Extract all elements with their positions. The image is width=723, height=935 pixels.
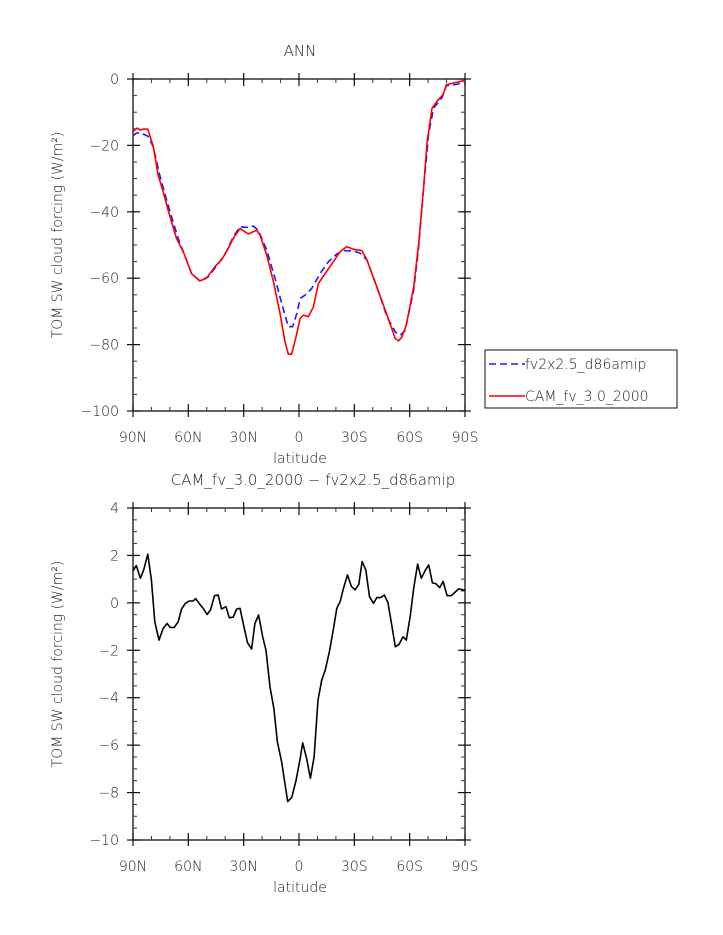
x-tick-label: 60N [174,859,202,875]
x-axis-label: latitude [273,880,327,896]
x-tick-label: 90S [452,430,479,446]
y-tick-label: −2 [98,643,119,659]
legend-label: CAM_fv_3.0_2000 [525,389,649,405]
x-tick-label: 60S [396,859,423,875]
series-line-2-1 [132,553,466,803]
x-tick-label: 30S [341,430,368,446]
legend-box [484,349,678,409]
y-tick-label: −20 [89,138,119,154]
plot-frame [132,507,466,841]
legend-label: fv2x2.5_d86amip [525,357,646,373]
x-tick-label: 30S [341,859,368,875]
y-axis-label: TOM SW cloud forcing (W/m²) [50,561,66,768]
y-tick-label: 0 [110,596,119,612]
y-tick-label: −40 [89,205,119,221]
x-tick-label: 90N [119,859,147,875]
y-tick-label: −4 [98,691,119,707]
chart-title: CAM_fv_3.0_2000 − fv2x2.5_d86amip [171,471,456,489]
y-tick-label: 0 [110,72,119,88]
y-tick-label: −80 [89,338,119,354]
x-tick-label: 30N [230,859,258,875]
y-tick-label: −60 [89,271,119,287]
chart-title: ANN [284,42,317,60]
x-tick-label: 0 [295,859,304,875]
x-tick-label: 30N [230,430,258,446]
y-tick-label: −8 [98,786,119,802]
legend: fv2x2.5_d86amip CAM_fv_3.0_2000 [484,349,678,409]
plot-frame [132,78,466,412]
y-tick-label: −10 [89,833,119,849]
y-tick-label: −6 [98,738,119,754]
y-tick-label: −100 [81,404,119,420]
x-tick-label: 0 [295,430,304,446]
series-line-1-1 [132,81,466,337]
x-tick-label: 60N [174,430,202,446]
y-axis-label: TOM SW cloud forcing (W/m²) [50,132,66,339]
x-tick-label: 90N [119,430,147,446]
x-tick-label: 60S [396,430,423,446]
series-line-1-2 [132,79,466,355]
x-axis-label: latitude [273,451,327,467]
x-tick-label: 90S [452,859,479,875]
y-tick-label: 4 [110,501,119,517]
y-tick-label: 2 [110,548,119,564]
